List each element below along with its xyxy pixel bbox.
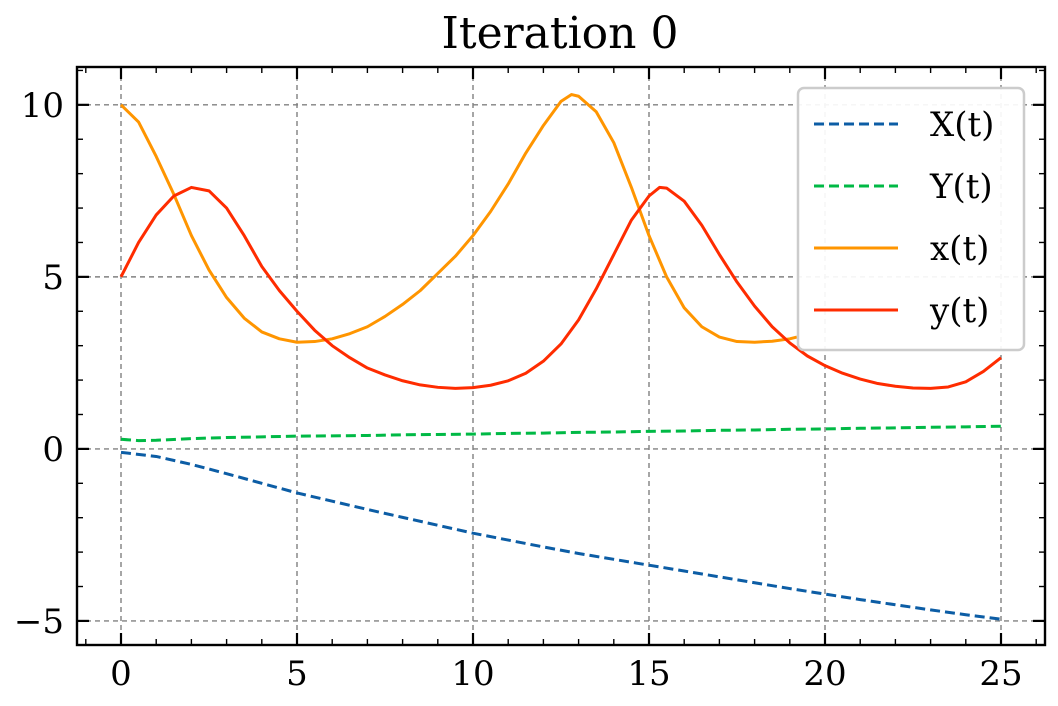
x-tick-label: 10 xyxy=(451,654,494,694)
legend: X(t) Y(t) x(t) y(t) xyxy=(796,86,1026,352)
chart-title: Iteration 0 xyxy=(442,8,679,59)
x-tick-label: 5 xyxy=(286,654,308,694)
x-tick-label: 20 xyxy=(803,654,846,694)
x-tick-label: 25 xyxy=(979,654,1022,694)
legend-label-0: X(t) xyxy=(930,105,994,145)
y-tick-label: −5 xyxy=(14,602,64,642)
legend-box xyxy=(796,86,1026,352)
series-line-3 xyxy=(119,185,1002,390)
series-line-1 xyxy=(120,424,1002,443)
y-tick-label: 10 xyxy=(21,86,64,126)
legend-label-3: y(t) xyxy=(929,291,989,331)
y-tick-label: 5 xyxy=(42,258,64,298)
series-line-2 xyxy=(119,93,798,344)
y-tick-label: 0 xyxy=(42,430,64,470)
plot-frame xyxy=(75,65,1047,647)
series-line-0 xyxy=(120,450,1002,621)
grid xyxy=(77,67,1045,645)
x-tick-label: 0 xyxy=(110,654,132,694)
x-tick-label: 15 xyxy=(627,654,670,694)
legend-label-2: x(t) xyxy=(930,229,989,269)
plot-lines xyxy=(119,93,1002,621)
legend-label-1: Y(t) xyxy=(929,167,993,207)
axes: 0 5 10 15 20 25 −5 0 5 10 xyxy=(14,65,1047,694)
